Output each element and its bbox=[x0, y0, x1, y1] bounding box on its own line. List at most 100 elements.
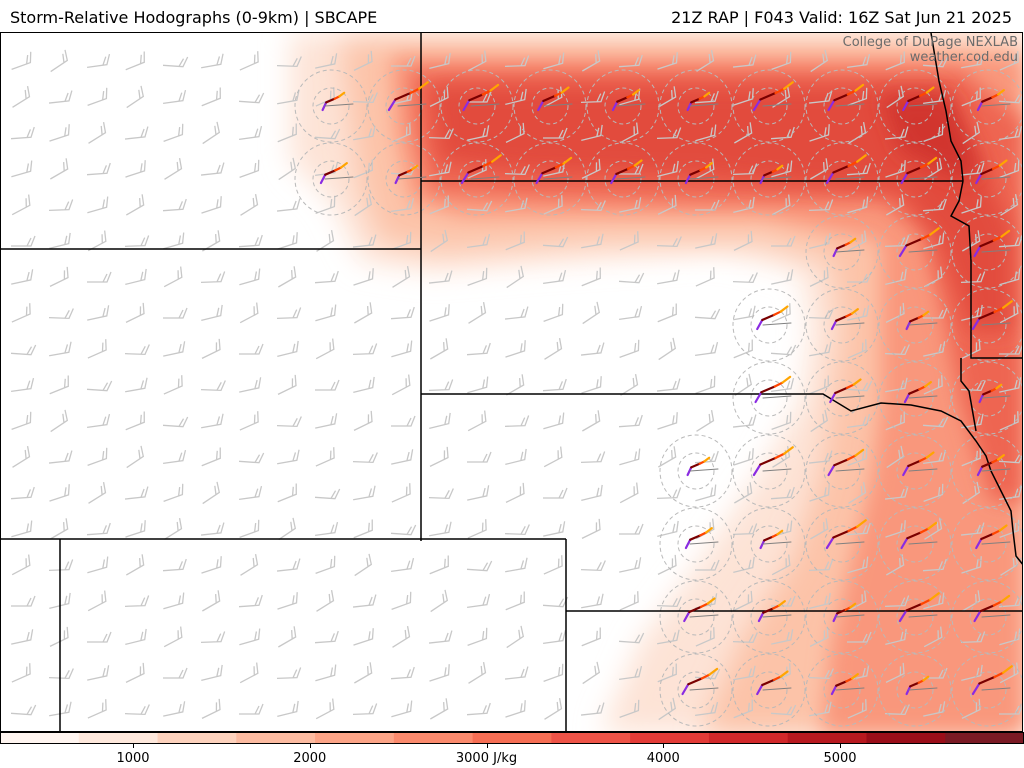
wind-barb bbox=[315, 195, 336, 215]
wind-barb bbox=[163, 341, 186, 357]
wind-barb bbox=[277, 340, 299, 358]
storm-motion-arrow bbox=[543, 103, 573, 107]
wind-barb bbox=[505, 448, 527, 466]
wind-barb bbox=[353, 376, 375, 394]
storm-motion-arrow bbox=[762, 176, 792, 180]
wind-barb bbox=[695, 627, 715, 647]
hodograph-ring bbox=[805, 142, 879, 216]
wind-barb bbox=[543, 555, 563, 575]
wind-barb bbox=[239, 411, 259, 431]
wind-barb bbox=[505, 340, 526, 358]
wind-barb bbox=[619, 339, 640, 359]
hodograph bbox=[976, 89, 1011, 112]
wind-barb bbox=[466, 342, 491, 356]
hodograph-ring bbox=[878, 507, 952, 581]
wind-barb bbox=[202, 481, 221, 505]
wind-barb bbox=[504, 524, 530, 536]
wind-barb bbox=[999, 344, 1022, 355]
wind-barb bbox=[580, 200, 606, 212]
wind-barb bbox=[847, 699, 867, 719]
wind-barb bbox=[695, 375, 716, 395]
wind-barb bbox=[202, 230, 221, 252]
wind-barb bbox=[239, 51, 259, 71]
wind-barb bbox=[163, 667, 188, 679]
wind-barb bbox=[239, 125, 263, 141]
wind-barb bbox=[658, 337, 677, 361]
wind-barb bbox=[656, 236, 682, 248]
wind-barb bbox=[999, 519, 1020, 539]
wind-barb bbox=[353, 519, 373, 539]
wind-barb bbox=[505, 700, 526, 718]
wind-barb bbox=[504, 415, 530, 427]
storm-motion-arrow bbox=[835, 614, 865, 618]
hodograph-ring bbox=[440, 69, 514, 143]
storm-motion-arrow bbox=[835, 468, 865, 472]
wind-barb bbox=[277, 592, 298, 610]
hodograph-ring bbox=[951, 434, 1022, 508]
wind-barb bbox=[391, 374, 411, 396]
wind-barb bbox=[88, 481, 107, 504]
wind-barb bbox=[277, 449, 300, 465]
hodograph bbox=[898, 227, 940, 258]
wind-barb bbox=[505, 231, 525, 251]
colorbar-tick-label: 4000 bbox=[646, 751, 680, 766]
hodograph-ring bbox=[805, 69, 879, 143]
wind-barb bbox=[657, 303, 677, 323]
wind-barb bbox=[49, 341, 72, 357]
wind-barb bbox=[657, 554, 677, 575]
wind-barb bbox=[278, 626, 297, 648]
wind-barb bbox=[656, 378, 681, 392]
storm-motion-arrow bbox=[835, 395, 865, 399]
wind-barb bbox=[352, 234, 377, 248]
colorbar-segment bbox=[236, 732, 316, 744]
wind-barb bbox=[392, 265, 411, 288]
wind-barb bbox=[770, 704, 797, 716]
credit-line-1: College of DuPage NEXLAB bbox=[842, 35, 1018, 50]
storm-motion-arrow bbox=[835, 322, 865, 326]
wind-barb bbox=[239, 485, 263, 501]
hodograph-ring bbox=[586, 142, 660, 216]
wind-barb bbox=[276, 307, 302, 319]
wind-barb bbox=[239, 703, 264, 715]
wind-barb bbox=[239, 662, 259, 684]
hodograph bbox=[321, 91, 354, 112]
wind-barb bbox=[162, 56, 189, 68]
wind-barb bbox=[390, 306, 415, 320]
wind-barb bbox=[430, 229, 449, 253]
hodograph bbox=[902, 86, 938, 112]
wind-barb bbox=[126, 445, 145, 469]
hodograph bbox=[829, 378, 865, 404]
hodograph-ring bbox=[732, 580, 806, 654]
wind-barb bbox=[87, 53, 111, 69]
wind-barb bbox=[962, 481, 981, 505]
wind-barb bbox=[543, 52, 565, 70]
wind-barb bbox=[961, 447, 981, 467]
wind-barb bbox=[847, 556, 869, 574]
wind-barb bbox=[467, 519, 487, 539]
wind-barb bbox=[10, 344, 37, 356]
hodograph-ring bbox=[367, 142, 441, 216]
wind-barb bbox=[695, 341, 719, 357]
wind-barb bbox=[11, 235, 36, 247]
wind-barb bbox=[581, 484, 603, 502]
map-panel[interactable]: College of DuPage NEXLAB weather.cod.edu bbox=[0, 32, 1023, 732]
storm-motion-arrow bbox=[835, 176, 865, 180]
wind-barb bbox=[49, 232, 71, 250]
wind-barb bbox=[506, 374, 525, 396]
hodograph bbox=[611, 89, 646, 112]
wind-barb bbox=[732, 632, 758, 644]
wind-barb bbox=[657, 269, 680, 285]
hodograph bbox=[900, 156, 938, 185]
hodograph bbox=[610, 159, 646, 185]
wind-barb bbox=[733, 196, 755, 214]
wind-barb bbox=[87, 413, 111, 429]
wind-barb bbox=[923, 232, 945, 250]
wind-barb bbox=[201, 664, 223, 682]
wind-barb bbox=[86, 162, 111, 176]
wind-barb bbox=[961, 413, 984, 429]
hodograph bbox=[757, 600, 792, 623]
wind-barb bbox=[238, 594, 263, 608]
hodograph-ring bbox=[805, 215, 879, 289]
wind-barb bbox=[847, 230, 867, 252]
wind-barb bbox=[49, 266, 69, 287]
